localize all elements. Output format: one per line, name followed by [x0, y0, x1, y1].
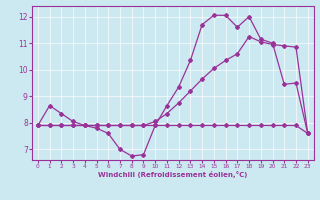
X-axis label: Windchill (Refroidissement éolien,°C): Windchill (Refroidissement éolien,°C) — [98, 171, 247, 178]
